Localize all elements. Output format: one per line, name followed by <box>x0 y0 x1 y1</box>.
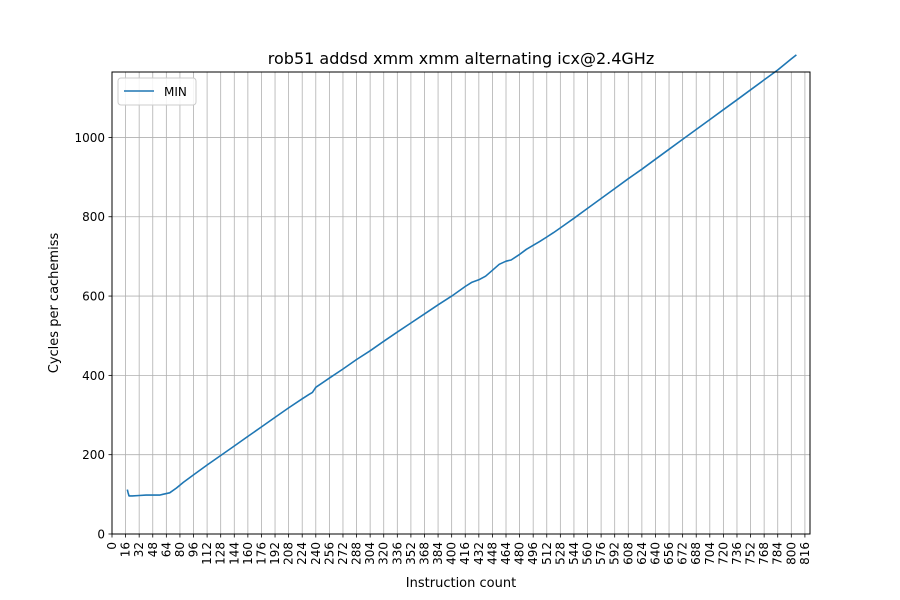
x-tick-label: 720 <box>716 542 730 565</box>
x-axis-label: Instruction count <box>406 576 516 591</box>
x-tick-label: 432 <box>472 542 486 565</box>
x-tick-label: 320 <box>377 542 391 565</box>
x-tick-label: 480 <box>513 542 527 565</box>
x-tick-label: 0 <box>105 542 119 550</box>
x-tick-label: 256 <box>322 542 336 565</box>
x-tick-label: 640 <box>648 542 662 565</box>
x-tick-label: 544 <box>567 542 581 565</box>
x-tick-label: 64 <box>159 542 173 557</box>
x-tick-label: 528 <box>553 542 567 565</box>
x-tick-label: 96 <box>187 542 201 557</box>
x-tick-label: 416 <box>458 542 472 565</box>
series-layer <box>126 54 797 497</box>
legend: MIN <box>117 77 197 106</box>
x-tick-label: 336 <box>390 542 404 565</box>
x-tick-label: 368 <box>417 542 431 565</box>
x-tick-label: 208 <box>282 542 296 565</box>
x-tick-label: 656 <box>662 542 676 565</box>
legend-label-min: MIN <box>164 85 187 99</box>
x-tick-label: 176 <box>254 542 268 565</box>
x-tick-label: 752 <box>744 542 758 565</box>
x-tick-label: 48 <box>146 542 160 557</box>
x-tick-label: 608 <box>621 542 635 565</box>
x-tick-label: 400 <box>445 542 459 565</box>
x-tick-label: 448 <box>485 542 499 565</box>
plot-area <box>112 72 810 534</box>
x-tick-label: 144 <box>227 542 241 565</box>
x-tick-label: 736 <box>730 542 744 565</box>
x-tick-label: 800 <box>784 542 798 565</box>
x-tick-label: 240 <box>309 542 323 565</box>
y-axis-ticks: 0 200 400 600 800 1000 <box>74 131 112 542</box>
x-tick-label: 576 <box>594 542 608 565</box>
x-tick-label: 352 <box>404 542 418 565</box>
x-tick-label: 768 <box>757 542 771 565</box>
x-tick-label: 288 <box>350 542 364 565</box>
x-tick-label: 224 <box>295 542 309 565</box>
x-tick-label: 384 <box>431 542 445 565</box>
y-tick-label: 800 <box>82 210 105 224</box>
x-axis-ticks: 0 16 32 48 64 80 96 112 128 144 160 176 192 208 224 240… <box>105 534 812 565</box>
x-tick-label: 592 <box>608 542 622 565</box>
y-tick-label: 400 <box>82 369 105 383</box>
x-tick-label: 32 <box>132 542 146 557</box>
y-axis-label: Cycles per cachemiss <box>47 233 62 374</box>
x-tick-label: 704 <box>703 542 717 565</box>
x-tick-label: 496 <box>526 542 540 565</box>
y-tick-label: 0 <box>97 528 105 542</box>
x-tick-label: 80 <box>173 542 187 557</box>
y-tick-label: 600 <box>82 290 105 304</box>
legend-box <box>117 77 197 106</box>
x-tick-label: 464 <box>499 542 513 565</box>
x-tick-label: 512 <box>540 542 554 565</box>
x-tick-label: 192 <box>268 542 282 565</box>
x-tick-label: 16 <box>119 542 133 557</box>
plot-frame <box>111 71 811 535</box>
y-tick-label: 1000 <box>74 131 105 145</box>
grid <box>111 72 810 535</box>
x-tick-label: 816 <box>798 542 812 565</box>
x-tick-label: 304 <box>363 542 377 565</box>
x-tick-label: 624 <box>635 542 649 565</box>
x-tick-label: 784 <box>771 542 785 565</box>
series-line-min <box>126 54 797 497</box>
x-tick-label: 160 <box>241 542 255 565</box>
x-tick-label: 560 <box>581 542 595 565</box>
x-tick-label: 112 <box>200 542 214 565</box>
x-tick-label: 128 <box>214 542 228 565</box>
x-tick-label: 272 <box>336 542 350 565</box>
x-tick-label: 688 <box>689 542 703 565</box>
y-tick-label: 200 <box>82 448 105 462</box>
x-tick-label: 672 <box>676 542 690 565</box>
chart-title: rob51 addsd xmm xmm alternating icx@2.4G… <box>268 49 654 68</box>
